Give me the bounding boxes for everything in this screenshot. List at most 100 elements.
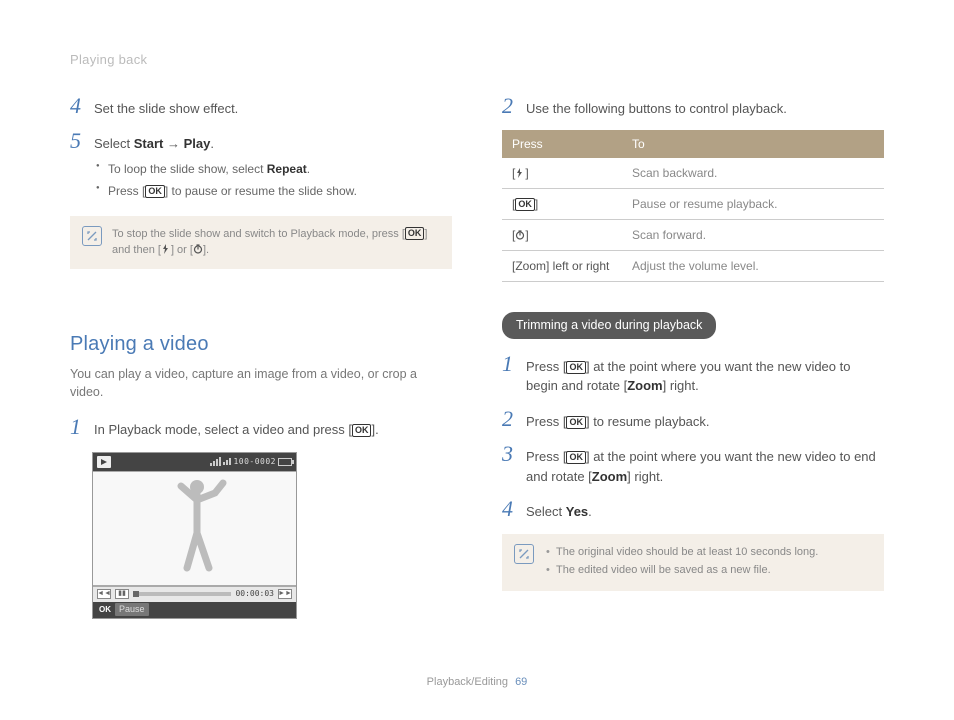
to-cell: Scan forward. <box>622 220 884 251</box>
bold: Play <box>184 136 211 151</box>
text: ] or [ <box>171 244 193 256</box>
trim-step-2: 2 Press [OK] to resume playback. <box>502 408 884 432</box>
note-item: The original video should be at least 10… <box>544 544 872 561</box>
step-number: 4 <box>70 95 86 119</box>
text: To loop the slide show, select <box>108 162 267 176</box>
timer-icon <box>193 244 203 254</box>
text: ]. <box>203 244 209 256</box>
table-row: [] Scan forward. <box>502 220 884 251</box>
text: To stop the slide show and switch to Pla… <box>112 228 405 240</box>
step-4: 4 Set the slide show effect. <box>70 95 452 119</box>
step-number: 4 <box>502 498 518 522</box>
ok-icon: OK <box>145 185 165 198</box>
pause-button[interactable]: ▮▮ <box>115 589 129 599</box>
ok-label: OK <box>99 604 111 616</box>
pause-label: Pause <box>115 603 149 617</box>
text: ] to resume playback. <box>586 414 710 429</box>
video-frame <box>93 471 296 586</box>
ok-icon: OK <box>515 198 535 211</box>
step-number: 1 <box>70 416 86 440</box>
step-text: Press [OK] at the point where you want t… <box>526 443 884 486</box>
step-text: Select Yes. <box>526 498 884 522</box>
sub-list: To loop the slide show, select Repeat. P… <box>94 160 452 200</box>
table-header-row: Press To <box>502 130 884 158</box>
footer: Playback/Editing 69 <box>0 674 954 691</box>
step-2: 2 Use the following buttons to control p… <box>502 95 884 119</box>
press-cell: [Zoom] left or right <box>502 251 622 282</box>
text: In Playback mode, select a video and pre… <box>94 422 352 437</box>
text: . <box>588 504 592 519</box>
rewind-button[interactable]: ◄◄ <box>97 589 111 599</box>
press-cell: [] <box>502 220 622 251</box>
battery-icon <box>278 458 292 466</box>
trim-step-3: 3 Press [OK] at the point where you want… <box>502 443 884 486</box>
left-column: 4 Set the slide show effect. 5 Select St… <box>70 95 452 619</box>
table-row: [OK] Pause or resume playback. <box>502 189 884 220</box>
page-header: Playing back <box>70 50 884 70</box>
step-number: 3 <box>502 443 518 486</box>
timer-icon <box>515 230 525 240</box>
video-time: 00:00:03 <box>235 588 274 600</box>
to-cell: Scan backward. <box>622 158 884 189</box>
ok-icon: OK <box>405 227 425 240</box>
video-screenshot: 100-0002 ◄◄ ▮▮ 00:00:03 ►► <box>92 452 297 619</box>
text: Press [ <box>526 414 566 429</box>
to-cell: Pause or resume playback. <box>622 189 884 220</box>
table-row: [] Scan backward. <box>502 158 884 189</box>
text: ]. <box>371 422 378 437</box>
text: . <box>210 136 214 151</box>
ok-icon: OK <box>566 416 586 429</box>
page-number: 69 <box>515 676 527 688</box>
step-number: 2 <box>502 95 518 119</box>
text: Press [ <box>526 449 566 464</box>
note-icon <box>82 226 102 246</box>
note-icon <box>514 544 534 564</box>
ok-icon: OK <box>566 451 586 464</box>
step-text: Use the following buttons to control pla… <box>526 95 884 119</box>
trim-step-4: 4 Select Yes. <box>502 498 884 522</box>
bold: Yes <box>566 504 588 519</box>
note-list: The original video should be at least 10… <box>544 544 872 579</box>
step-text: Press [OK] to resume playback. <box>526 408 884 432</box>
progress-bar[interactable] <box>133 592 231 596</box>
step-number: 2 <box>502 408 518 432</box>
text: . <box>307 162 310 176</box>
step-text: Select Start → Play. To loop the slide s… <box>94 130 452 204</box>
flash-icon <box>161 244 171 254</box>
section-intro: You can play a video, capture an image f… <box>70 365 452 403</box>
page: Playing back 4 Set the slide show effect… <box>0 0 954 659</box>
table-row: [Zoom] left or right Adjust the volume l… <box>502 251 884 282</box>
trim-step-1: 1 Press [OK] at the point where you want… <box>502 353 884 396</box>
note-box: The original video should be at least 10… <box>502 534 884 591</box>
step-number: 5 <box>70 130 86 204</box>
step-text: Set the slide show effect. <box>94 95 452 119</box>
step-number: 1 <box>502 353 518 396</box>
text: → <box>163 136 183 151</box>
to-cell: Adjust the volume level. <box>622 251 884 282</box>
text: Press [ <box>108 184 145 198</box>
text: Select <box>526 504 566 519</box>
note-text: To stop the slide show and switch to Pla… <box>112 226 440 259</box>
footer-section: Playback/Editing <box>427 676 508 688</box>
ok-icon: OK <box>352 424 372 437</box>
text: ] right. <box>627 469 663 484</box>
text: Select <box>94 136 134 151</box>
sub-item: To loop the slide show, select Repeat. <box>94 160 452 178</box>
right-column: 2 Use the following buttons to control p… <box>502 95 884 619</box>
vs-topbar: 100-0002 <box>93 453 296 471</box>
bold: Zoom <box>592 469 627 484</box>
controls-table: Press To [] Scan backward. [OK] Pause or… <box>502 130 884 282</box>
press-cell: [] <box>502 158 622 189</box>
note-body: The original video should be at least 10… <box>544 544 872 581</box>
step-text: Press [OK] at the point where you want t… <box>526 353 884 396</box>
table-header: To <box>622 130 884 158</box>
person-silhouette <box>173 478 228 573</box>
text: ] to pause or resume the slide show. <box>165 184 357 198</box>
forward-button[interactable]: ►► <box>278 589 292 599</box>
video-controls: ◄◄ ▮▮ 00:00:03 ►► <box>93 586 296 602</box>
bold: Start <box>134 136 164 151</box>
note-box: To stop the slide show and switch to Pla… <box>70 216 452 269</box>
text: Press [ <box>526 359 566 374</box>
video-bottom-bar: OK Pause <box>93 602 296 618</box>
step-text: In Playback mode, select a video and pre… <box>94 416 452 440</box>
